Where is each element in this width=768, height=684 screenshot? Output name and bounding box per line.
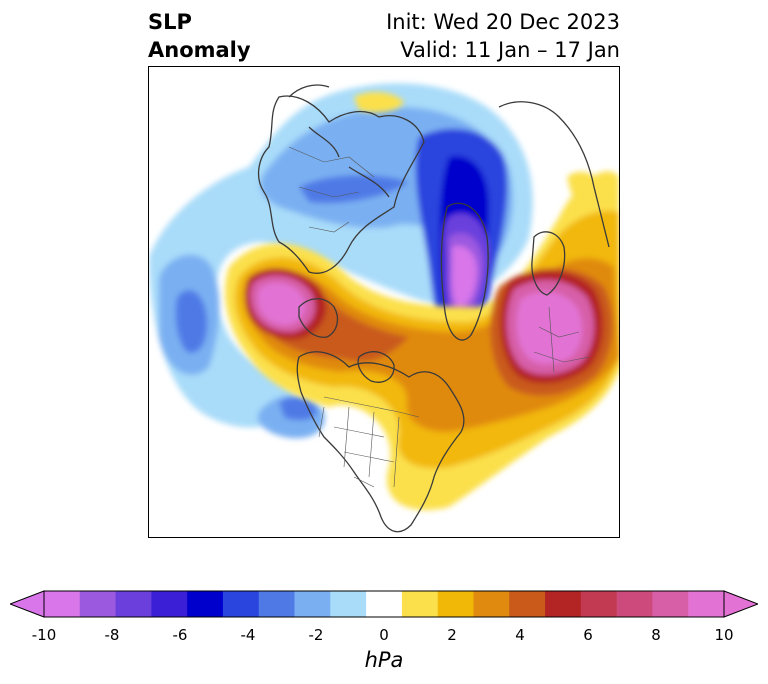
colorbar-cell [79, 591, 117, 617]
borders [288, 146, 590, 488]
coast-greenland [440, 202, 489, 341]
init-date: Init: Wed 20 Dec 2023 [386, 10, 620, 34]
borders-asia [288, 146, 375, 233]
coast-europe [288, 84, 390, 198]
colorbar-tick-label: -6 [172, 626, 188, 644]
colorbar-tick-label: -2 [308, 626, 324, 644]
colorbar-cell [222, 591, 260, 617]
colorbar-over-arrow [723, 590, 758, 618]
low-siberia-blue [299, 175, 409, 204]
colorbar-tick-label: 8 [651, 626, 661, 644]
high-atlantic-magenta [516, 291, 583, 365]
colorbar-cell [151, 591, 188, 617]
colorbar [10, 590, 758, 618]
colorbar-cell [437, 591, 474, 617]
colorbar-outline [43, 590, 725, 618]
colorbar-cell [44, 591, 81, 617]
title-line-1: SLP [148, 10, 192, 34]
colorbar-cell [509, 591, 546, 617]
coastlines [257, 84, 610, 533]
low-pacific-blue [175, 289, 208, 353]
colorbar-tick-label: 2 [447, 626, 457, 644]
positive-anomalies [225, 92, 619, 511]
colorbar-cell [401, 591, 439, 617]
negative-anomalies [149, 83, 533, 439]
colorbar-tick-label: 0 [379, 626, 389, 644]
coast-eurasia [257, 95, 425, 274]
low-greenland-magenta [451, 245, 477, 309]
anomaly-map [148, 66, 620, 538]
colorbar-tick-label: 6 [583, 626, 593, 644]
high-pacific-magenta [257, 282, 306, 326]
colorbar-tick-label: -4 [240, 626, 256, 644]
title-line-2: Anomaly [148, 38, 251, 62]
colorbar-tick-label: 4 [515, 626, 525, 644]
colorbar-cell [688, 591, 725, 617]
colorbar-tick-label: -10 [31, 626, 57, 644]
colorbar-cells [44, 591, 725, 617]
coast-alaska [298, 298, 339, 338]
colorbar-cell [473, 591, 510, 617]
colorbar-cell [545, 591, 582, 617]
colorbar-tick-label: -8 [104, 626, 120, 644]
colorbar-cell [258, 591, 296, 617]
map-svg [149, 83, 619, 533]
valid-range: Valid: 11 Jan – 17 Jan [400, 38, 620, 62]
colorbar-cell [330, 591, 367, 617]
coast-hudson-bay [357, 351, 395, 383]
coast-east-asia [498, 101, 610, 248]
colorbar-cell [366, 591, 403, 617]
colorbar-under-arrow [10, 590, 45, 618]
colorbar-cell [115, 591, 152, 617]
colorbar-cell [580, 591, 618, 617]
forecast-dates: Init: Wed 20 Dec 2023 Valid: 11 Jan – 17… [386, 8, 620, 64]
borders-north-america [318, 396, 420, 488]
borders-europe [533, 306, 590, 373]
colorbar-cell [616, 591, 653, 617]
colorbar-cell [294, 591, 331, 617]
high-arctic-yellow [354, 92, 404, 113]
coast-north-america [296, 351, 465, 533]
low-nw-blue [279, 396, 317, 421]
colorbar-cell [187, 591, 224, 617]
colorbar-tick-label: 10 [714, 626, 734, 644]
colorbar-cell [652, 591, 689, 617]
coast-scandinavia [531, 231, 566, 296]
chart-title: SLP Anomaly [148, 8, 251, 64]
colorbar-unit: hPa [364, 648, 404, 672]
